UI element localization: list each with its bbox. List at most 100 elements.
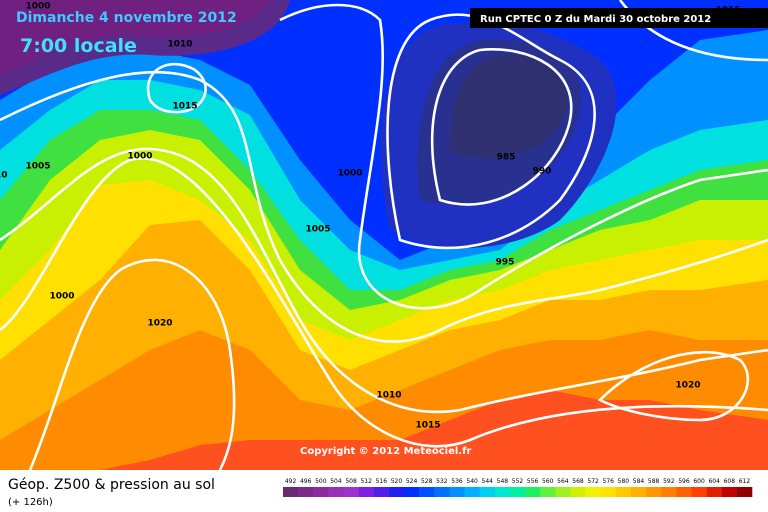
scale-swatch — [615, 487, 632, 497]
isobar-label: 1005 — [25, 162, 50, 172]
scale-swatch — [736, 487, 753, 497]
scale-swatch — [479, 487, 496, 497]
scale-swatch — [706, 487, 723, 497]
scale-label: 596 — [678, 478, 690, 485]
scale-swatch — [373, 487, 390, 497]
isobar-label: 1010 — [167, 40, 192, 50]
isobar — [0, 157, 768, 448]
scale-label: 512 — [360, 478, 372, 485]
scale-label: 520 — [391, 478, 403, 485]
scale-label: 504 — [330, 478, 342, 485]
scale-label: 524 — [406, 478, 418, 485]
isobar — [597, 350, 750, 422]
isobar-label: 985 — [497, 153, 516, 163]
isobar-label: 1010 — [376, 391, 401, 401]
scale-label: 536 — [451, 478, 463, 485]
isobar-label: 1005 — [305, 225, 330, 235]
scale-label: 516 — [376, 478, 388, 485]
scale-swatch — [283, 487, 299, 497]
run: Run CPTEC 0 Z du Mardi 30 octobre 2012 — [480, 14, 711, 25]
field-band — [450, 55, 568, 158]
footer-title: Géop. Z500 & pression au sol — [8, 477, 215, 493]
scale-swatch — [585, 487, 602, 497]
scale-label: 584 — [633, 478, 645, 485]
scale-label: 560 — [542, 478, 554, 485]
scale-label: 580 — [618, 478, 630, 485]
scale-swatch — [404, 487, 420, 497]
scale-swatch — [509, 487, 526, 497]
scale-swatch — [555, 487, 571, 497]
time: 7:00 locale — [20, 35, 137, 57]
copyright: Copyright © 2012 Meteociel.fr — [300, 446, 471, 457]
scale-label: 564 — [557, 478, 569, 485]
scale-label: 492 — [285, 478, 297, 485]
geopotential-field — [0, 0, 768, 480]
isobar — [0, 147, 768, 414]
scale-swatch — [464, 487, 480, 497]
scale-label: 608 — [724, 478, 736, 485]
isobar-label: 1000 — [127, 152, 152, 162]
scale-label: 496 — [300, 478, 312, 485]
scale-swatch — [661, 487, 677, 497]
scale-label: 600 — [693, 478, 705, 485]
scale-label: 592 — [663, 478, 675, 485]
scale-label: 508 — [345, 478, 357, 485]
scale-label: 528 — [421, 478, 433, 485]
scale-label: 572 — [587, 478, 599, 485]
footer-lead: (+ 126h) — [8, 497, 53, 508]
isobar — [386, 13, 596, 250]
scale-swatch — [721, 487, 738, 497]
run-box — [470, 8, 768, 28]
scale-swatch — [358, 487, 375, 497]
field-band — [0, 0, 270, 75]
isobar — [430, 48, 573, 206]
scale-label: 532 — [436, 478, 448, 485]
isobar-label: 1000 — [337, 169, 362, 179]
scale-swatch — [570, 487, 586, 497]
isobar — [146, 62, 207, 114]
isobar-label: 995 — [496, 258, 515, 268]
scale-swatch — [646, 487, 662, 497]
isobar-label: 1015 — [172, 102, 197, 112]
isobar-label: 1000 — [49, 292, 74, 302]
scale-label: 500 — [315, 478, 327, 485]
scale-swatch — [298, 487, 314, 497]
scale-label: 588 — [648, 478, 660, 485]
scale-label: 540 — [466, 478, 478, 485]
color-scale: 492 496 500 504 508 512 516 520 524 528 532 536 540 5… — [283, 478, 753, 497]
isobars — [0, 0, 768, 471]
scale-label: 548 — [497, 478, 509, 485]
scale-swatch — [600, 487, 617, 497]
scale-swatch — [449, 487, 465, 497]
isobar-label: 990 — [533, 167, 552, 177]
scale-swatch — [388, 487, 405, 497]
isobar-label: 1020 — [147, 319, 172, 329]
scale-label: 544 — [482, 478, 494, 485]
isobar-label: 1015 — [415, 421, 440, 431]
isobar — [279, 3, 768, 310]
isobar-label: 1010 — [0, 171, 8, 181]
scale-label: 552 — [512, 478, 524, 485]
scale-label: 604 — [708, 478, 720, 485]
isobar — [0, 70, 768, 343]
scale-swatch — [313, 487, 329, 497]
scale-swatch — [525, 487, 541, 497]
scale-label: 612 — [739, 478, 751, 485]
scale-label: 576 — [603, 478, 615, 485]
scale-swatch — [328, 487, 344, 497]
scale-swatch — [691, 487, 707, 497]
isobar-label: 1020 — [675, 381, 700, 391]
scale-swatch — [540, 487, 556, 497]
scale-label: 556 — [527, 478, 539, 485]
isobar-labels: 1000 1010 1015 1000 1005 1010 1000 1005 1000 1020… — [0, 2, 741, 431]
isobar — [28, 258, 236, 471]
scale-swatch — [630, 487, 647, 497]
scale-swatch — [434, 487, 450, 497]
scale-label: 568 — [572, 478, 584, 485]
date: Dimanche 4 novembre 2012 — [16, 10, 237, 26]
isobar-label: 1000 — [25, 2, 50, 12]
scale-swatch — [343, 487, 359, 497]
scale-swatch — [419, 487, 435, 497]
